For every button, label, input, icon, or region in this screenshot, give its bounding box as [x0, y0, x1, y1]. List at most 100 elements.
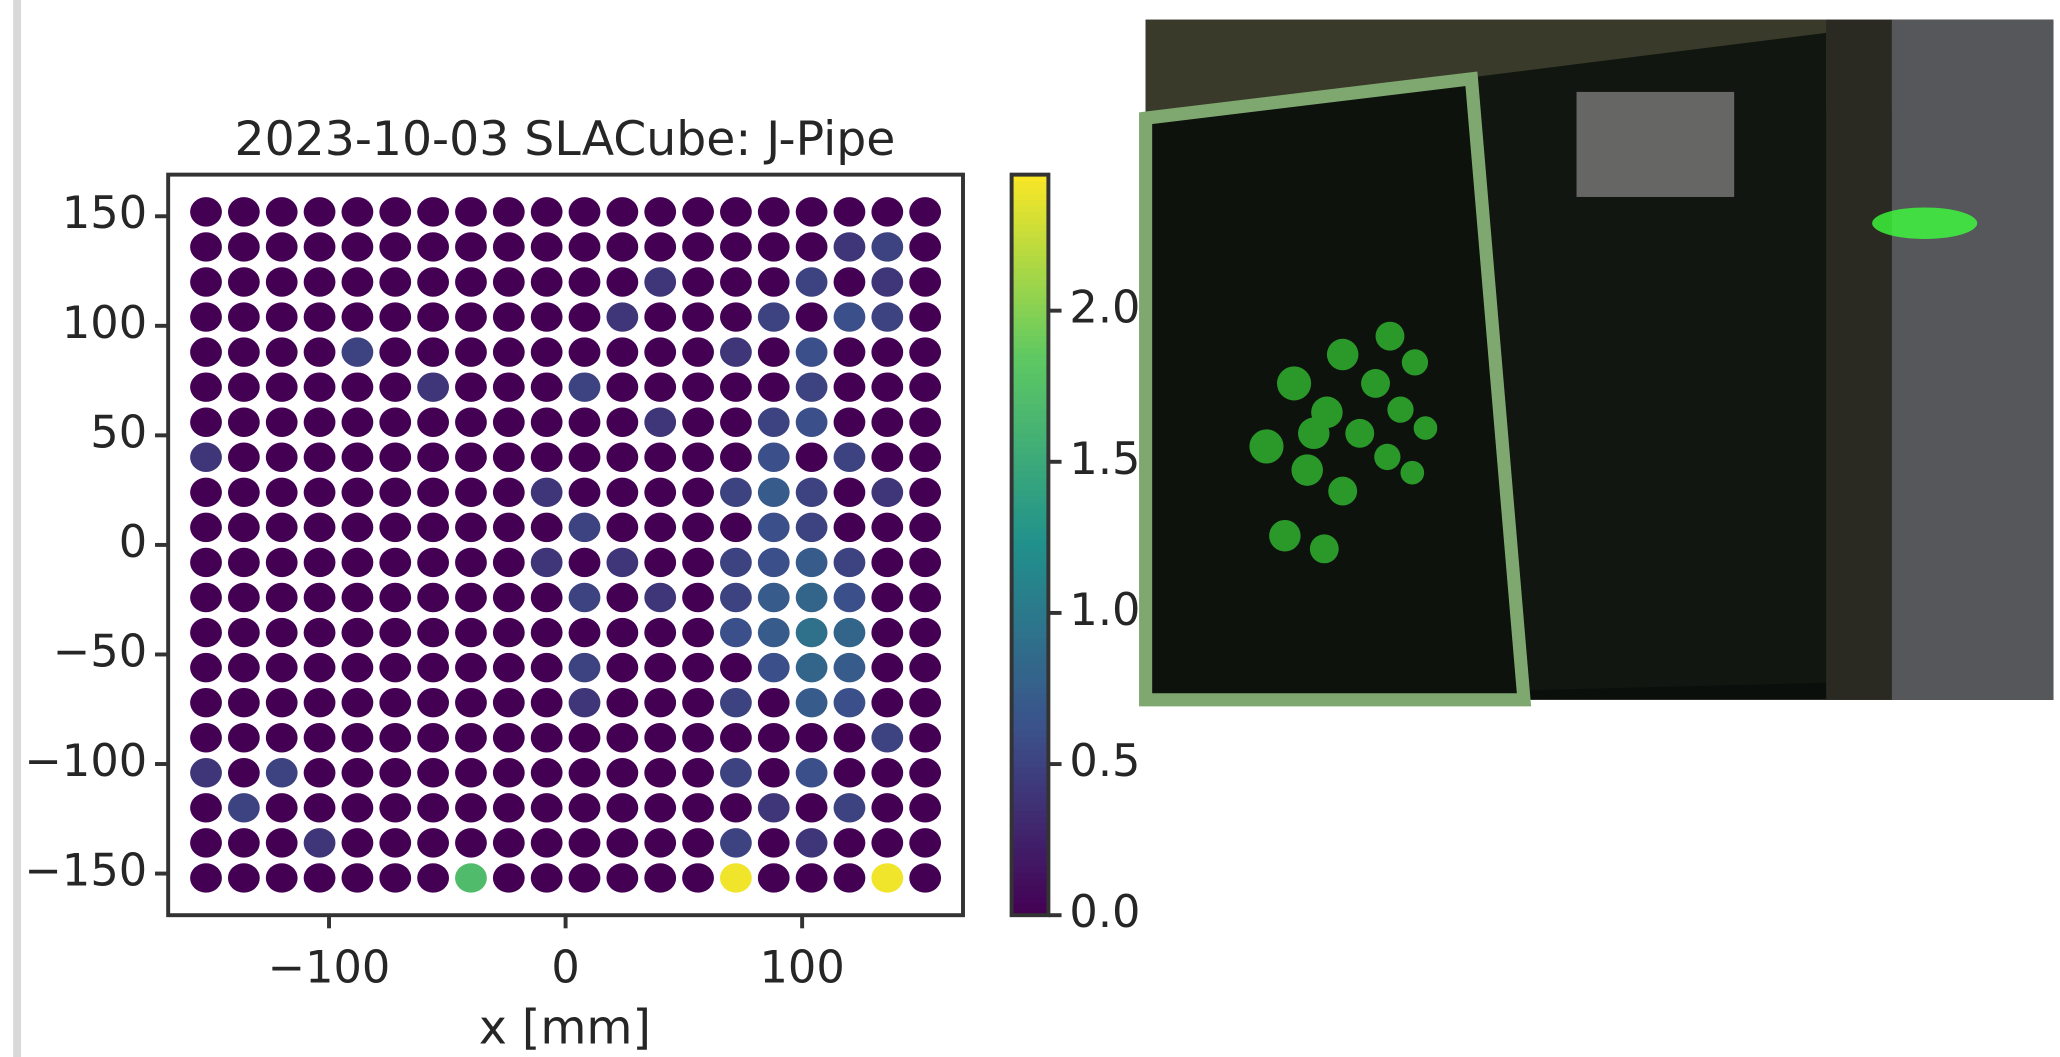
point — [341, 337, 374, 367]
point — [379, 372, 412, 402]
point — [644, 337, 677, 367]
point — [417, 547, 450, 578]
colorbar-step — [1011, 526, 1049, 534]
colorbar-step — [1011, 186, 1049, 194]
colorbar-step — [1011, 242, 1049, 250]
point — [379, 828, 412, 858]
point — [190, 582, 222, 613]
point — [682, 407, 714, 437]
point — [190, 407, 222, 437]
colorbar-step — [1011, 563, 1049, 571]
point — [379, 407, 412, 437]
point — [568, 302, 601, 332]
point — [190, 687, 222, 718]
colorbar-step — [1011, 409, 1049, 417]
point — [833, 267, 866, 297]
point — [492, 197, 525, 227]
point — [833, 197, 866, 227]
point — [720, 267, 752, 297]
point — [909, 582, 942, 613]
point — [909, 407, 942, 437]
point — [379, 617, 412, 648]
point — [644, 722, 677, 753]
point — [757, 442, 790, 472]
point — [606, 372, 639, 402]
point — [227, 302, 260, 332]
y-tick-label: 50 — [90, 406, 147, 458]
point — [795, 652, 828, 683]
point — [644, 407, 677, 437]
point — [606, 477, 639, 508]
x-tick-label: 0 — [551, 941, 579, 993]
point — [379, 442, 412, 472]
point — [265, 687, 298, 718]
point — [227, 828, 260, 858]
point — [492, 442, 525, 472]
point — [909, 337, 942, 367]
point — [682, 372, 714, 402]
point — [795, 547, 828, 578]
point — [341, 407, 374, 437]
point — [795, 197, 828, 227]
x-axis-label: x [mm] — [479, 1001, 651, 1056]
point — [606, 337, 639, 367]
point — [833, 758, 866, 788]
point — [492, 267, 525, 297]
colorbar-step — [1011, 507, 1049, 515]
point — [720, 758, 752, 788]
point — [417, 372, 450, 402]
point — [682, 722, 714, 753]
point — [644, 652, 677, 683]
point — [227, 863, 260, 893]
point — [720, 828, 752, 858]
point — [492, 793, 525, 823]
point — [795, 337, 828, 367]
point — [795, 722, 828, 753]
point — [720, 302, 752, 332]
point — [303, 337, 336, 367]
point — [492, 477, 525, 508]
colorbar-step — [1011, 341, 1049, 349]
colorbar-step — [1011, 415, 1049, 423]
colorbar-step — [1011, 717, 1049, 725]
point — [795, 617, 828, 648]
photo-holes — [1249, 321, 1438, 564]
point — [530, 793, 563, 823]
point — [871, 337, 904, 367]
point — [530, 722, 563, 753]
point — [795, 582, 828, 613]
point — [720, 793, 752, 823]
point — [265, 232, 298, 262]
point — [909, 758, 942, 788]
colorbar-step — [1011, 224, 1049, 231]
point — [190, 477, 222, 508]
point — [455, 232, 487, 262]
point — [530, 197, 563, 227]
colorbar-step — [1011, 859, 1049, 867]
photo-frame — [1139, 71, 1532, 707]
point — [682, 617, 714, 648]
point — [833, 652, 866, 683]
chart-title: 2023-10-03 SLACube: J-Pipe — [235, 112, 896, 167]
point — [682, 477, 714, 508]
point — [644, 477, 677, 508]
point — [303, 617, 336, 648]
colorbar-step — [1011, 791, 1049, 799]
point — [871, 302, 904, 332]
point — [265, 828, 298, 858]
point — [492, 547, 525, 578]
point — [795, 793, 828, 823]
point — [871, 407, 904, 437]
colorbar-step — [1011, 261, 1049, 268]
point — [644, 442, 677, 472]
point — [606, 722, 639, 753]
colorbar-step — [1011, 557, 1049, 565]
colorbar-step — [1011, 618, 1049, 626]
point — [341, 197, 374, 227]
point — [795, 302, 828, 332]
colorbar-step — [1011, 841, 1049, 849]
photo-reflection — [1576, 91, 1735, 197]
point — [530, 582, 563, 613]
colorbar-step — [1011, 890, 1049, 898]
point — [530, 407, 563, 437]
